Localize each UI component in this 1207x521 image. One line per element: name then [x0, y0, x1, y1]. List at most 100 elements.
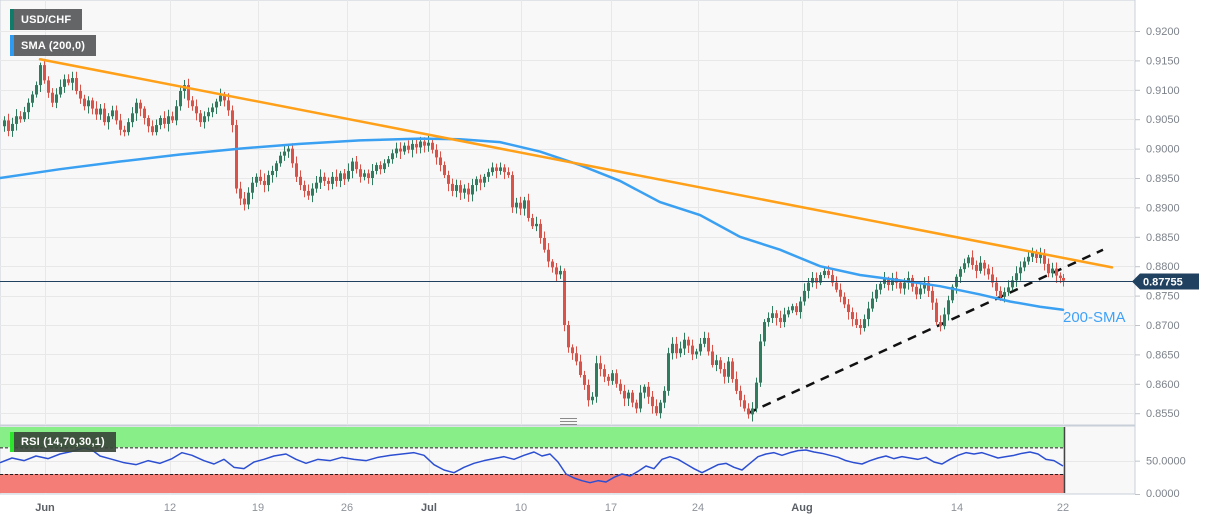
candle-body: [343, 173, 346, 180]
candle: [311, 183, 314, 203]
candle: [1007, 280, 1010, 296]
candle: [67, 74, 70, 86]
candle-body: [323, 176, 326, 181]
candle: [971, 250, 974, 270]
candle-body: [787, 310, 790, 315]
candle: [299, 170, 302, 191]
candle-body: [267, 175, 270, 186]
candle-body: [499, 167, 502, 171]
candle-body: [871, 298, 874, 309]
candle-body: [967, 257, 970, 264]
candle-body: [319, 176, 322, 183]
candle-body: [359, 169, 362, 177]
sma-200-line[interactable]: [0, 137, 1065, 311]
candle-body: [463, 188, 466, 193]
candle: [395, 142, 398, 158]
candle: [387, 156, 390, 167]
series-marker-icon[interactable]: [560, 418, 577, 425]
candle: [283, 145, 286, 161]
candle: [563, 268, 566, 332]
candle: [535, 216, 538, 232]
candle: [975, 260, 978, 279]
candle-body: [407, 145, 410, 150]
candle-body: [419, 141, 422, 148]
candle: [151, 120, 154, 136]
candle-body: [711, 351, 714, 365]
price-axis-tick-label: 0.8600: [1146, 379, 1180, 391]
candle-body: [947, 300, 950, 315]
candle-body: [403, 145, 406, 152]
candle-body: [367, 173, 370, 178]
candle-body: [727, 361, 730, 377]
candle: [787, 306, 790, 318]
candle-body: [379, 165, 382, 170]
candle-body: [491, 167, 494, 173]
candle-body: [903, 282, 906, 289]
candle-body: [431, 142, 434, 150]
candle-body: [875, 289, 878, 299]
candle-body: [87, 100, 90, 107]
candle: [411, 138, 414, 158]
candle-body: [199, 113, 202, 123]
candle: [683, 332, 686, 355]
candle-body: [1011, 280, 1014, 288]
candle: [527, 193, 530, 222]
candle: [515, 197, 518, 214]
candle: [175, 100, 178, 126]
rsi-axis-tick-label: 0.0000: [1146, 488, 1180, 500]
candle-body: [707, 337, 710, 352]
candle: [243, 192, 246, 211]
candle: [595, 355, 598, 403]
candle: [719, 357, 722, 374]
price-axis-tick-label: 0.8700: [1146, 320, 1180, 332]
candle-body: [439, 157, 442, 166]
candle: [375, 162, 378, 175]
candle-body: [839, 289, 842, 297]
candle: [559, 265, 562, 279]
candle: [643, 384, 646, 399]
candle-body: [599, 363, 602, 370]
candle-body: [615, 373, 618, 384]
candle-body: [467, 188, 470, 195]
candle-body: [355, 161, 358, 170]
candle: [855, 312, 858, 328]
trendline-ascending-support[interactable]: [747, 248, 1104, 415]
candle: [347, 163, 350, 182]
candle: [687, 336, 690, 353]
candle: [107, 113, 110, 130]
candle: [483, 173, 486, 188]
candle-body: [867, 308, 870, 320]
candle-body: [295, 163, 298, 177]
time-axis[interactable]: Jun 12 19 26 Jul 10 17 24 Aug 14 22: [35, 502, 1069, 514]
time-axis-tick-label: 17: [605, 502, 617, 514]
candle: [123, 125, 126, 137]
candle-body: [739, 390, 742, 401]
candle: [523, 196, 526, 216]
rsi-indicator-badge[interactable]: RSI (14,70,30,1): [10, 432, 116, 452]
candle-body: [747, 408, 750, 415]
candle: [451, 178, 454, 197]
candle-body: [231, 110, 234, 126]
trendline-descending-resistance[interactable]: [38, 57, 1114, 269]
candle-body: [811, 277, 814, 283]
candle-body: [1015, 273, 1018, 281]
candle-body: [567, 325, 570, 348]
candle: [331, 172, 334, 190]
candle: [303, 180, 306, 198]
sma-indicator-badge[interactable]: SMA (200,0): [10, 35, 97, 56]
symbol-badge[interactable]: USD/CHF: [10, 9, 83, 30]
candle-body: [35, 85, 38, 95]
candle: [591, 392, 594, 405]
candle-body: [1019, 267, 1022, 274]
candle-body: [1035, 252, 1038, 258]
candle: [899, 279, 902, 294]
rsi-badge-label: RSI (14,70,30,1): [21, 436, 105, 448]
candle: [371, 163, 374, 186]
candle: [407, 140, 410, 154]
candle: [579, 354, 582, 378]
price-axis[interactable]: 0.9200 0.9150 0.9100 0.9050 0.9000 0.8950 0.89…: [1135, 26, 1186, 500]
candle: [707, 332, 710, 356]
candle: [19, 111, 22, 123]
candle-body: [383, 163, 386, 170]
